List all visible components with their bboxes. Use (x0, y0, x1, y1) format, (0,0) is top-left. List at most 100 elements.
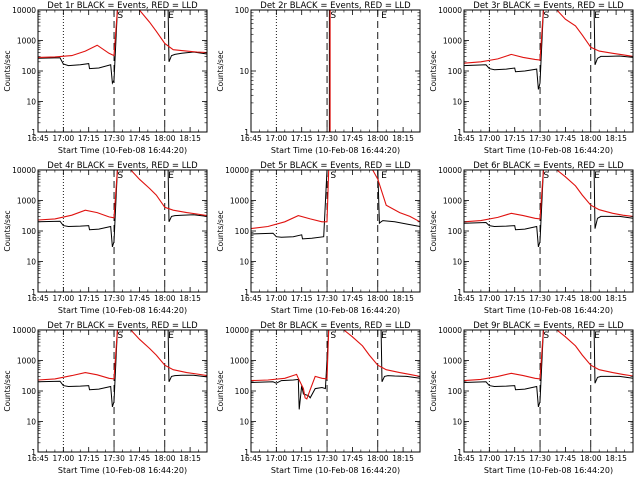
x-tick-label: 17:30 (103, 134, 125, 143)
x-tick-label: 17:30 (316, 294, 338, 303)
marker-s: S (330, 171, 336, 181)
y-axis-label: Counts/sec (429, 370, 438, 411)
marker-e: E (381, 11, 387, 21)
series-events (463, 9, 634, 90)
chart-title: Det 3r BLACK = Events, RED = LLD (473, 1, 624, 11)
x-tick-label: 17:00 (266, 134, 288, 143)
series-events (37, 169, 208, 248)
x-tick-label: 18:15 (605, 454, 627, 463)
y-tick-label: 100 (235, 227, 250, 236)
y-tick-label: 100 (22, 67, 37, 76)
x-axis-label: Start Time (10-Feb-08 16:44:20) (58, 466, 187, 475)
marker-s: S (117, 11, 123, 21)
x-tick-label: 18:00 (580, 134, 602, 143)
x-tick-label: 16:45 (240, 294, 262, 303)
x-tick-label: 17:15 (291, 454, 313, 463)
x-axis-label: Start Time (10-Feb-08 16:44:20) (484, 146, 613, 155)
x-tick-label: 17:00 (53, 294, 75, 303)
x-tick-label: 18:15 (179, 294, 201, 303)
x-tick-label: 17:15 (78, 294, 100, 303)
x-axis-label: Start Time (10-Feb-08 16:44:20) (58, 146, 187, 155)
x-tick-label: 17:30 (529, 454, 551, 463)
x-tick-label: 17:30 (103, 454, 125, 463)
x-tick-label: 16:45 (453, 134, 475, 143)
x-tick-label: 18:15 (605, 294, 627, 303)
x-tick-label: 17:15 (504, 454, 526, 463)
chart-title: Det 1r BLACK = Events, RED = LLD (47, 1, 198, 11)
x-tick-label: 16:45 (453, 294, 475, 303)
y-tick-label: 10000 (12, 326, 36, 335)
x-tick-label: 18:15 (392, 294, 414, 303)
marker-e: E (594, 171, 600, 181)
x-tick-label: 18:00 (580, 454, 602, 463)
marker-e: E (168, 331, 174, 341)
y-tick-label: 10 (452, 258, 462, 267)
x-tick-label: 17:00 (53, 134, 75, 143)
y-axis-label: Counts/sec (216, 210, 225, 251)
x-axis-label: Start Time (10-Feb-08 16:44:20) (484, 466, 613, 475)
x-tick-label: 17:45 (555, 454, 577, 463)
chart-title: Det 9r BLACK = Events, RED = LLD (473, 321, 624, 331)
series-events (250, 329, 421, 410)
marker-e: E (594, 331, 600, 341)
y-tick-label: 1 (244, 128, 249, 137)
x-tick-label: 16:45 (240, 134, 262, 143)
x-tick-label: 17:45 (129, 134, 151, 143)
y-tick-label: 10 (452, 98, 462, 107)
marker-e: E (168, 11, 174, 21)
y-tick-label: 1 (244, 448, 249, 457)
y-tick-label: 100 (235, 6, 250, 15)
x-tick-label: 18:00 (154, 134, 176, 143)
y-tick-label: 100 (448, 227, 463, 236)
series-events (463, 169, 634, 248)
series-events (37, 329, 208, 408)
y-tick-label: 1 (31, 448, 36, 457)
x-tick-label: 17:00 (266, 454, 288, 463)
series-events (37, 9, 208, 85)
y-tick-label: 1000 (443, 197, 462, 206)
x-tick-label: 17:00 (479, 454, 501, 463)
x-axis-label: Start Time (10-Feb-08 16:44:20) (484, 306, 613, 315)
marker-e: E (381, 331, 387, 341)
x-tick-label: 17:30 (103, 294, 125, 303)
marker-s: S (543, 11, 549, 21)
x-tick-label: 18:00 (367, 454, 389, 463)
x-tick-label: 18:00 (367, 294, 389, 303)
x-axis-label: Start Time (10-Feb-08 16:44:20) (271, 466, 400, 475)
y-tick-label: 10 (26, 98, 36, 107)
y-axis-label: Counts/sec (3, 210, 12, 251)
x-tick-label: 17:15 (291, 294, 313, 303)
y-tick-label: 10000 (225, 166, 249, 175)
x-tick-label: 17:45 (129, 294, 151, 303)
marker-e: E (381, 171, 387, 181)
y-tick-label: 1000 (443, 357, 462, 366)
x-tick-label: 17:00 (266, 294, 288, 303)
x-axis-label: Start Time (10-Feb-08 16:44:20) (271, 306, 400, 315)
x-tick-label: 17:30 (529, 134, 551, 143)
y-tick-label: 1 (31, 288, 36, 297)
series-lld (250, 169, 421, 230)
y-tick-label: 1 (457, 448, 462, 457)
y-tick-label: 1 (457, 128, 462, 137)
x-tick-label: 17:15 (504, 294, 526, 303)
y-axis-label: Counts/sec (3, 50, 12, 91)
y-tick-label: 100 (22, 227, 37, 236)
x-tick-label: 17:30 (529, 294, 551, 303)
marker-s: S (330, 11, 336, 21)
x-tick-label: 17:15 (78, 134, 100, 143)
y-tick-label: 1000 (230, 197, 249, 206)
chart-title: Det 7r BLACK = Events, RED = LLD (47, 321, 198, 331)
x-tick-label: 16:45 (27, 294, 49, 303)
y-tick-label: 1 (244, 288, 249, 297)
y-tick-label: 10 (452, 418, 462, 427)
x-axis-label: Start Time (10-Feb-08 16:44:20) (58, 306, 187, 315)
y-tick-label: 10000 (12, 6, 36, 15)
y-tick-label: 100 (22, 387, 37, 396)
x-tick-label: 17:00 (479, 294, 501, 303)
x-tick-label: 17:00 (479, 134, 501, 143)
